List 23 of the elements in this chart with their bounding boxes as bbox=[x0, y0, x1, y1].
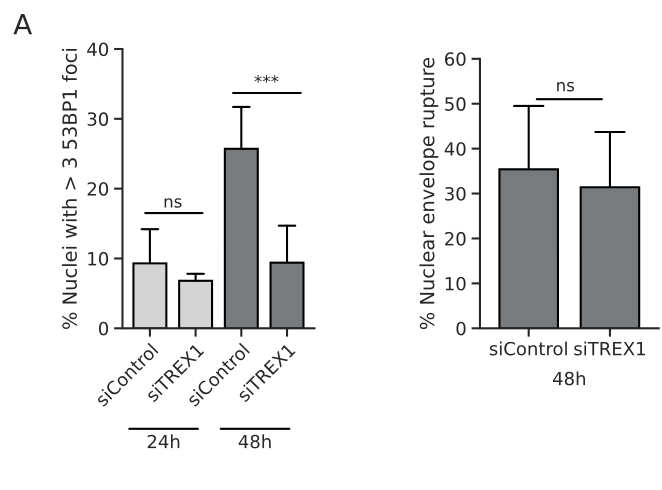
y-tick-label: 50 bbox=[445, 97, 466, 111]
annotation: *** bbox=[254, 75, 278, 83]
annotation: ns bbox=[164, 198, 182, 208]
y-axis-title: % Nuclei with > 3 53BP1 foci bbox=[62, 49, 77, 329]
text: A bbox=[13, 14, 32, 34]
y-tick-label: 30 bbox=[88, 112, 108, 126]
y-tick-label: 30 bbox=[445, 187, 466, 201]
y-tick-label: 20 bbox=[88, 182, 108, 196]
text: 24h bbox=[148, 434, 180, 448]
y-tick-label: 60 bbox=[445, 52, 466, 66]
x-tick-label: siControl bbox=[490, 341, 567, 356]
annotation: ns bbox=[557, 82, 574, 92]
y-tick-label: 10 bbox=[446, 276, 466, 290]
y-tick-label: 0 bbox=[456, 322, 466, 336]
y-tick-label: 20 bbox=[445, 232, 466, 246]
x-tick-label: siTREX1 bbox=[574, 341, 645, 356]
y-tick-label: 40 bbox=[444, 142, 466, 156]
y-tick-label: 10 bbox=[88, 252, 108, 266]
y-tick-label: 0 bbox=[98, 322, 108, 336]
text: 48h bbox=[238, 434, 271, 448]
y-tick-label: 40 bbox=[87, 42, 108, 56]
y-axis-title: % Nuclear envelope rupture bbox=[419, 58, 438, 330]
text: 48h bbox=[552, 371, 585, 386]
